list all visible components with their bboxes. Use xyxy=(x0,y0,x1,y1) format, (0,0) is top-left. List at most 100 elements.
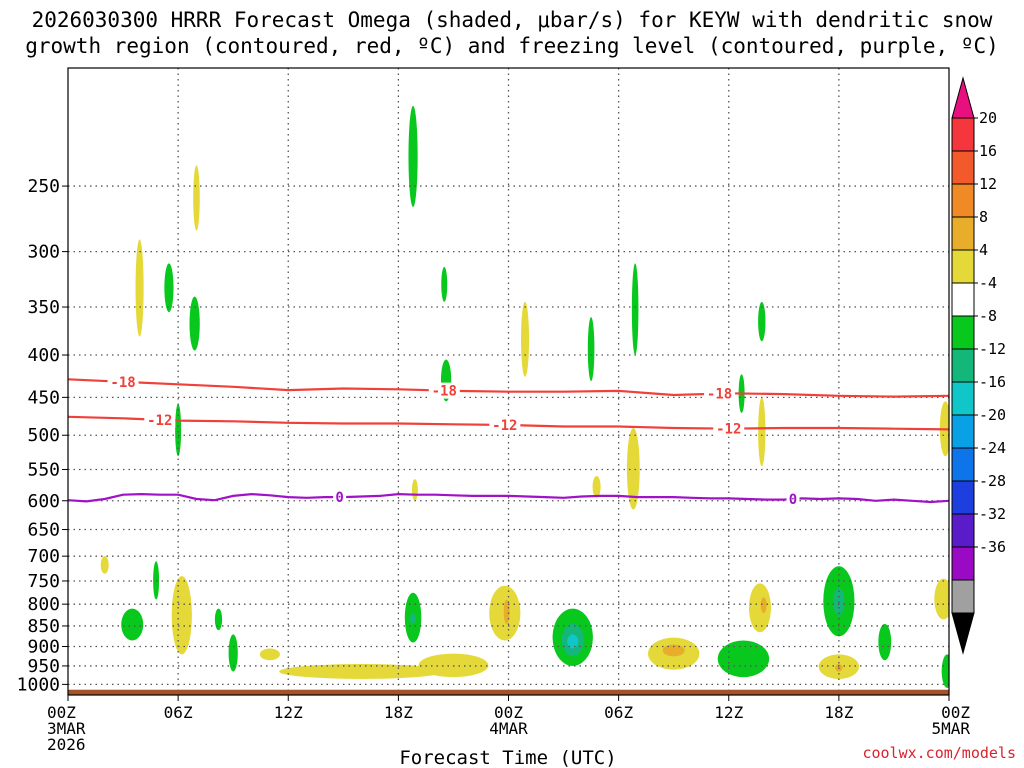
omega-shaded-region xyxy=(520,301,530,377)
x-tick-label: 12Z xyxy=(714,703,743,722)
colorbar-label: -28 xyxy=(979,472,1006,490)
contour-label-bg xyxy=(489,416,521,433)
omega-shaded-region xyxy=(587,317,595,382)
colorbar-label: -16 xyxy=(979,373,1006,391)
contour-label: -12 xyxy=(147,413,172,429)
x-tick-label: 18Z xyxy=(384,703,413,722)
x-tick-label: 4MAR xyxy=(489,719,528,738)
gridlines xyxy=(68,68,949,695)
contour-label-bg xyxy=(107,373,139,390)
omega-shaded-region xyxy=(411,479,418,501)
omega-shaded-region xyxy=(758,301,766,342)
colorbar-segment xyxy=(951,183,975,218)
x-tick-label: 00Z xyxy=(941,703,970,722)
omega-shaded-region xyxy=(760,597,767,614)
contour-label-bg xyxy=(713,420,745,437)
x-tick-label: 3MAR xyxy=(47,719,86,738)
contours-layer: -18 -18 -18 -12 -12 -12 0 0 xyxy=(68,373,949,508)
colorbar-label: 8 xyxy=(979,208,988,226)
colorbar-label: -4 xyxy=(979,274,997,292)
colorbar-segment xyxy=(951,579,975,614)
x-tick-label: 12Z xyxy=(274,703,303,722)
omega-shaded-region xyxy=(189,296,200,351)
omega-shaded-region xyxy=(503,599,510,624)
colorbar-label: -12 xyxy=(979,340,1006,358)
contour-label-bg xyxy=(704,385,736,402)
omega-shaded-region xyxy=(228,634,238,672)
y-tick-label: 800 xyxy=(27,594,60,615)
contour-label: 0 xyxy=(789,492,797,508)
y-tick-label: 900 xyxy=(27,637,60,658)
credit-text: coolwx.com/models xyxy=(862,744,1016,762)
x-tick-label: 00Z xyxy=(47,703,76,722)
omega-shaded-region xyxy=(279,664,445,679)
omega-shaded-region xyxy=(748,583,771,633)
terrain-fill xyxy=(68,689,949,695)
contour-label: -18 xyxy=(432,384,457,400)
y-tick-label: 600 xyxy=(27,491,60,512)
omega-shaded-region xyxy=(100,556,109,574)
omega-shaded-region xyxy=(193,165,200,231)
y-tick-label: 250 xyxy=(27,176,60,197)
omega-shading-layer xyxy=(100,105,949,688)
y-tick-label: 300 xyxy=(27,242,60,263)
terrain-layer xyxy=(68,689,949,695)
omega-shaded-region xyxy=(878,623,892,661)
omega-shaded-region xyxy=(121,608,144,641)
omega-shaded-region xyxy=(758,397,766,467)
omega-shaded-region xyxy=(592,475,601,498)
colorbar-segment xyxy=(951,546,975,581)
y-tick-label: 1000 xyxy=(17,674,60,695)
colorbar-bottom-arrow xyxy=(951,612,975,655)
omega-shaded-region xyxy=(408,105,418,208)
omega-shaded-region xyxy=(662,644,685,657)
contour-label-bg xyxy=(144,411,176,428)
colorbar-segment xyxy=(951,315,975,350)
x-tick-label: 18Z xyxy=(824,703,853,722)
contour-label: -12 xyxy=(716,422,741,438)
colorbar-label: 4 xyxy=(979,241,988,259)
omega-shaded-region xyxy=(441,266,448,302)
colorbar-label: 12 xyxy=(979,175,997,193)
y-tick-label: 550 xyxy=(27,459,60,480)
omega-shaded-region xyxy=(631,263,639,356)
colorbar-segment xyxy=(951,513,975,548)
dendritic-contour-m18 xyxy=(68,378,949,398)
omega-shaded-region xyxy=(175,403,182,457)
y-tick-label: 850 xyxy=(27,616,60,637)
omega-shaded-region xyxy=(717,640,770,678)
colorbar-segment xyxy=(951,282,975,317)
colorbar-label: -32 xyxy=(979,505,1006,523)
omega-shaded-region xyxy=(941,654,949,688)
x-tick-label: 00Z xyxy=(494,703,523,722)
omega-shaded-region xyxy=(410,613,417,624)
contour-label-bg xyxy=(333,489,347,506)
omega-shaded-region xyxy=(626,427,640,510)
y-tick-label: 350 xyxy=(27,297,60,318)
contour-label: -12 xyxy=(492,418,517,434)
x-tick-label: 2026 xyxy=(47,735,86,754)
colorbar-label: -20 xyxy=(979,406,1006,424)
chart-title-line-2: growth region (contoured, red, ºC) and f… xyxy=(25,34,999,58)
y-tick-label: 500 xyxy=(27,425,60,446)
colorbar-label: 16 xyxy=(979,142,997,160)
colorbar-segment xyxy=(951,150,975,185)
colorbar-segment xyxy=(951,480,975,515)
colorbar: 20 16 12 8 4 -4 -8 -12 -16 -20 -24 -28 -32 -36 xyxy=(951,76,1006,655)
y-axis: 2503003504004505005506006507007508008509… xyxy=(17,176,68,695)
omega-shaded-region xyxy=(171,576,192,655)
x-axis-label: Forecast Time (UTC) xyxy=(399,747,616,768)
colorbar-top-arrow xyxy=(951,76,975,119)
omega-shaded-region xyxy=(934,578,949,620)
omega-shaded-region xyxy=(164,263,174,313)
colorbar-segment xyxy=(951,348,975,383)
contour-label-bg xyxy=(786,490,800,507)
y-tick-label: 450 xyxy=(27,387,60,408)
omega-shaded-region xyxy=(567,634,579,649)
x-tick-label: 06Z xyxy=(164,703,193,722)
colorbar-segment xyxy=(951,381,975,416)
colorbar-segment xyxy=(951,414,975,449)
colorbar-segment xyxy=(951,447,975,482)
y-tick-label: 750 xyxy=(27,571,60,592)
